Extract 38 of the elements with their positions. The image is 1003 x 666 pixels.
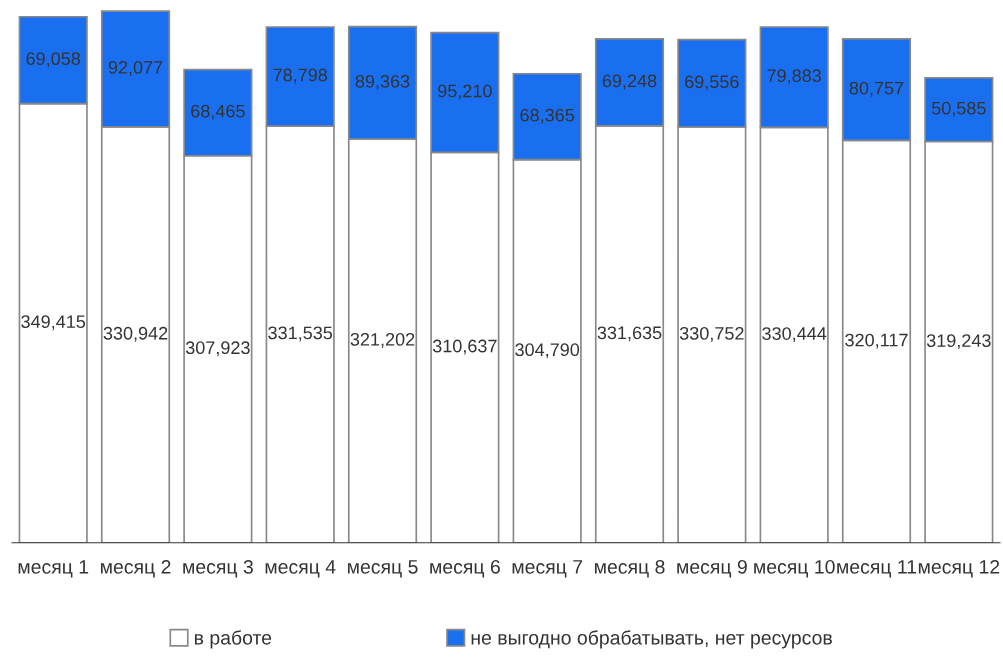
data-label: 307,923 <box>185 341 250 357</box>
data-label: 68,365 <box>520 108 575 124</box>
data-label: 95,210 <box>438 84 492 100</box>
data-label: 330,942 <box>103 326 168 342</box>
data-label: 89,363 <box>355 74 410 90</box>
x-tick-label: месяц 9 <box>677 559 747 578</box>
data-label: 330,444 <box>762 327 827 343</box>
data-label: 319,243 <box>926 334 991 350</box>
data-label: 79,883 <box>767 69 821 85</box>
data-label: 69,556 <box>685 75 739 91</box>
x-tick-label: месяц 8 <box>594 559 665 578</box>
x-tick-label: месяц 6 <box>430 559 500 578</box>
data-label: 80,757 <box>849 81 904 97</box>
x-tick-label: месяц 2 <box>100 559 171 578</box>
data-label: 92,077 <box>108 60 163 76</box>
x-tick-label: месяц 10 <box>754 559 835 578</box>
x-tick-label: месяц 1 <box>18 560 89 578</box>
data-label: 349,415 <box>21 315 86 331</box>
legend-label: в работе <box>194 630 272 649</box>
legend-label: не выгодно обрабатывать, нет ресурсов <box>471 630 832 649</box>
x-tick-label: месяц 5 <box>347 560 418 578</box>
data-label: 310,637 <box>432 339 497 355</box>
data-label: 69,248 <box>602 74 657 90</box>
x-tick-label: месяц 12 <box>918 559 1000 578</box>
data-label: 69,058 <box>26 52 81 68</box>
data-label: 330,752 <box>679 326 744 342</box>
data-label: 331,535 <box>268 326 333 342</box>
data-label: 68,465 <box>191 104 245 120</box>
data-label: 320,117 <box>845 333 908 349</box>
x-tick-label: месяц 11 <box>837 560 917 578</box>
data-label: 78,798 <box>273 68 328 84</box>
data-label: 304,790 <box>515 343 580 359</box>
data-label: 50,585 <box>931 101 986 117</box>
data-label: 321,202 <box>350 332 415 348</box>
x-tick-label: месяц 7 <box>512 560 583 578</box>
x-tick-label: месяц 3 <box>183 559 253 578</box>
data-label: 331,635 <box>597 326 662 342</box>
x-tick-label: месяц 4 <box>265 560 336 578</box>
